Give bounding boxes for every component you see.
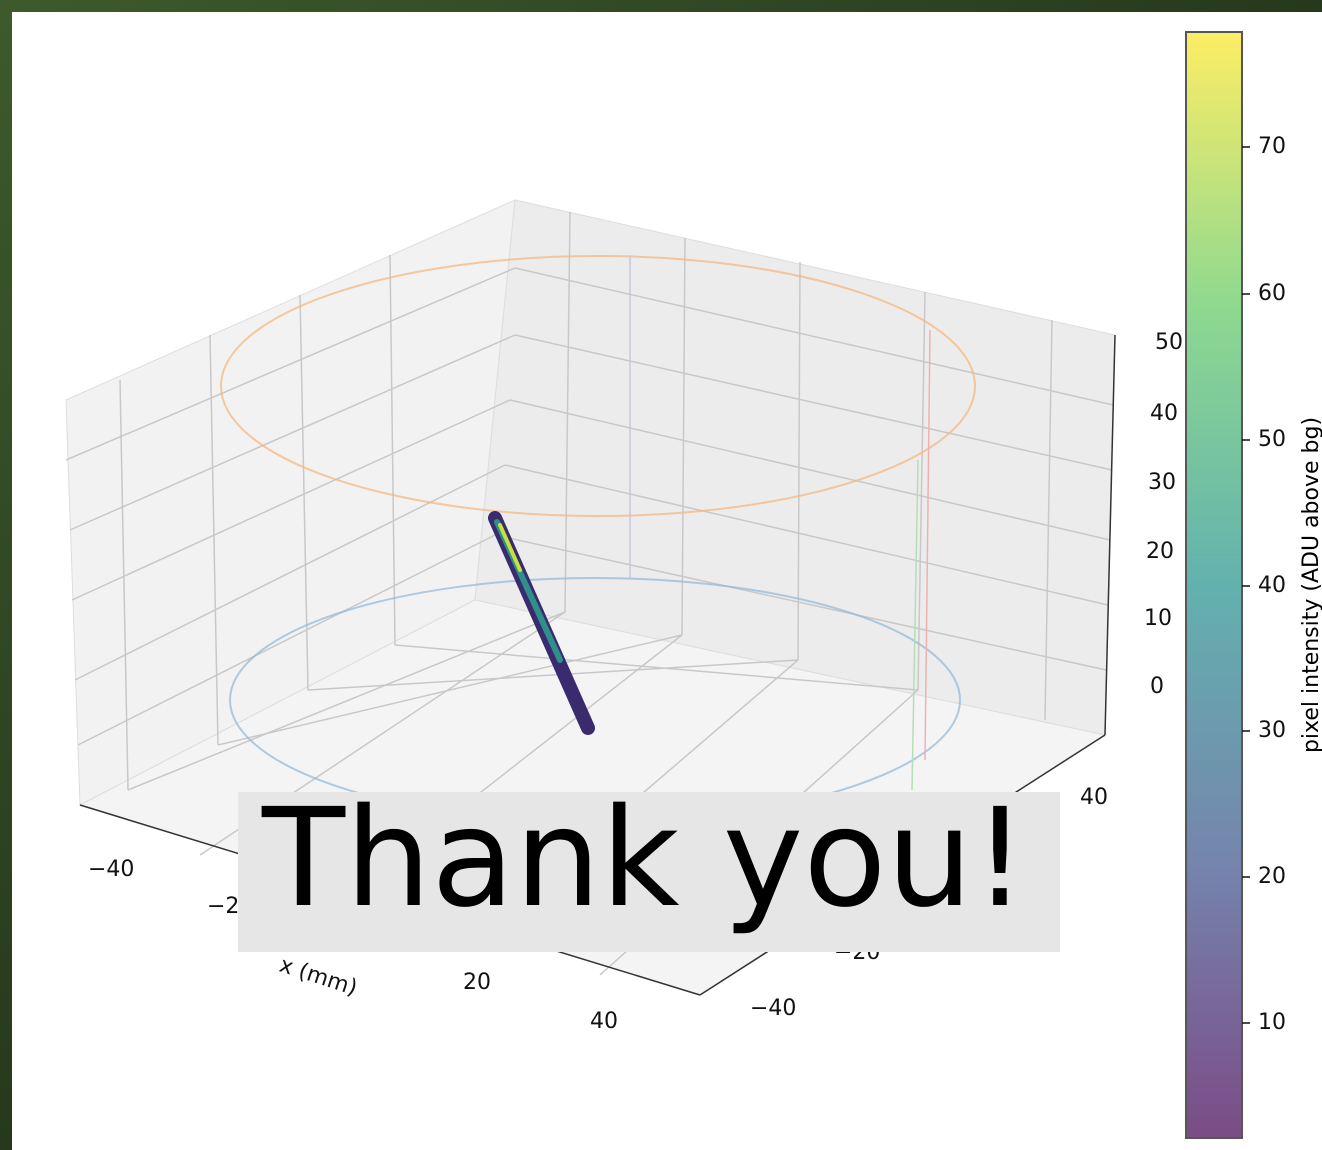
z-tick-label: 50: [1155, 330, 1183, 355]
colorbar-tick-label: 30: [1258, 718, 1286, 743]
colorbar-label: pixel intensity (ADU above bg): [1299, 417, 1322, 753]
guide-line: [911, 459, 919, 791]
x-tick-label: 40: [590, 1009, 618, 1034]
colorbar-tick-label: 20: [1258, 864, 1286, 889]
colorbar-gradient: [1185, 31, 1243, 1139]
z-axis-line: [1104, 334, 1116, 736]
x-tick-label: −40: [88, 857, 134, 882]
z-tick-label: 10: [1144, 606, 1172, 631]
colorbar-tick-label: 60: [1258, 281, 1286, 306]
colorbar-ticks: 70 60 50 40 30 20 10: [1242, 134, 1286, 1035]
y-tick-label: −40: [750, 996, 796, 1021]
z-ticks: 50 40 30 20 10 0: [1144, 330, 1183, 699]
colorbar-tick-label: 10: [1258, 1010, 1286, 1035]
z-tick-label: 40: [1150, 401, 1178, 426]
colorbar: 70 60 50 40 30 20 10 pixel intensity (ADU abov…: [1185, 31, 1322, 1139]
z-tick-label: 0: [1150, 674, 1164, 699]
colorbar-tick-label: 50: [1258, 427, 1286, 452]
overlay-box: [238, 792, 1060, 952]
guide-line: [924, 329, 931, 761]
track-peak: [498, 523, 522, 572]
z-tick-label: 20: [1146, 539, 1174, 564]
upper-ring: [220, 255, 976, 517]
thank-you: Thank you!: [261, 780, 1027, 938]
y-tick-label: 40: [1080, 785, 1108, 810]
colorbar-tick-label: 70: [1258, 134, 1286, 159]
x-tick-label: 20: [463, 970, 491, 995]
z-tick-label: 30: [1148, 470, 1176, 495]
colorbar-tick-label: 40: [1258, 573, 1286, 598]
